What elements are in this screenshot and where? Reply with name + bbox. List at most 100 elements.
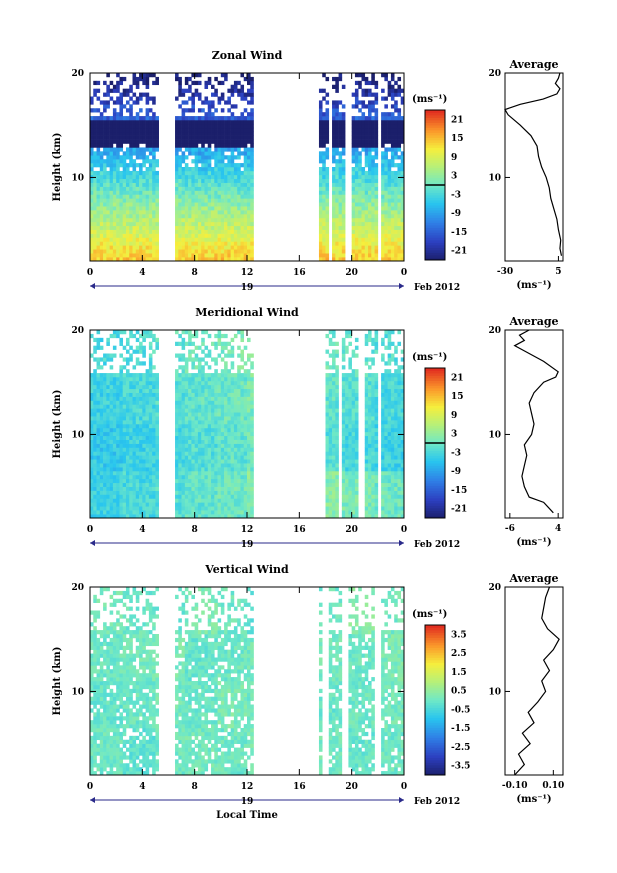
heatmap-cell <box>142 416 146 421</box>
heatmap-cell <box>204 237 209 242</box>
heatmap-cell <box>194 467 199 472</box>
heatmap-cell <box>338 257 343 262</box>
heatmap-cell <box>119 341 124 346</box>
heatmap-cell <box>224 482 228 487</box>
heatmap-cell <box>201 330 205 335</box>
profile-frame <box>504 72 564 262</box>
heatmap-cell <box>224 190 228 195</box>
heatmap-cell <box>374 190 379 195</box>
heatmap-cell <box>119 120 124 125</box>
heatmap-cell <box>135 416 140 421</box>
heatmap-cell <box>99 253 104 258</box>
heatmap-cell <box>207 408 212 413</box>
heatmap-cell <box>132 143 137 148</box>
heatmap-cell <box>328 396 333 401</box>
heatmap-cell <box>233 333 238 339</box>
heatmap-cell <box>354 233 359 238</box>
heatmap-cell <box>188 341 192 346</box>
heatmap-cell <box>243 474 248 480</box>
heatmap-cell <box>394 221 398 227</box>
x-tick-label: 12 <box>241 268 254 278</box>
heatmap-cell <box>227 88 231 93</box>
heatmap-cell <box>332 202 336 207</box>
heatmap-cell <box>109 400 114 405</box>
heatmap-cell <box>230 104 235 109</box>
heatmap-cell <box>368 221 372 227</box>
heatmap-cell <box>237 400 241 405</box>
heatmap-cell <box>227 502 231 507</box>
heatmap-cell <box>224 471 228 476</box>
heatmap-cell <box>129 330 133 335</box>
heatmap-cell <box>364 221 369 227</box>
heatmap-cell <box>99 431 104 437</box>
heatmap-cell <box>175 447 179 452</box>
heatmap-cell <box>188 380 192 386</box>
heatmap-cell <box>341 447 346 452</box>
heatmap-cell <box>145 217 150 223</box>
heatmap-cell <box>194 257 199 262</box>
heatmap-cell <box>230 373 235 378</box>
heatmap-cell <box>240 182 245 187</box>
heatmap-cell <box>335 167 339 172</box>
heatmap-cell <box>90 424 94 429</box>
heatmap-cell <box>188 357 192 362</box>
heatmap-cell <box>227 167 231 172</box>
heatmap-cell <box>184 163 189 168</box>
heatmap-cell <box>184 88 189 93</box>
heatmap-cell <box>194 206 199 211</box>
heatmap-cell <box>335 369 339 374</box>
heatmap-cell <box>240 194 245 199</box>
heatmap-cell <box>201 337 205 343</box>
heatmap-cell <box>90 471 94 476</box>
heatmap-cell <box>184 510 189 515</box>
heatmap-cell <box>152 427 156 433</box>
heatmap-cell <box>109 225 114 230</box>
heatmap-cell <box>99 459 104 464</box>
heatmap-cell <box>220 333 225 339</box>
heatmap-cell <box>125 202 130 207</box>
heatmap-cell <box>250 435 254 440</box>
heatmap-cell <box>227 467 231 472</box>
heatmap-cell <box>152 506 156 511</box>
heatmap-cell <box>227 380 231 386</box>
heatmap-cell <box>354 127 359 133</box>
heatmap-cell <box>152 135 156 140</box>
heatmap-cell <box>400 151 405 156</box>
heatmap-cell <box>397 225 402 230</box>
heatmap-cell <box>148 408 153 413</box>
heatmap-cell <box>181 506 186 511</box>
profile-y-tick-label: 20 <box>488 69 501 79</box>
heatmap-cell <box>122 116 127 121</box>
heatmap-cell <box>318 249 323 254</box>
heatmap-cell <box>204 170 209 176</box>
heatmap-cell <box>188 245 192 250</box>
heatmap-cell <box>394 214 398 219</box>
heatmap-cell <box>371 249 375 254</box>
heatmap-cell <box>247 123 251 129</box>
heatmap-cell <box>106 229 110 234</box>
heatmap-cell <box>99 217 104 223</box>
heatmap-cell <box>184 447 189 452</box>
heatmap-cell <box>122 214 127 219</box>
heatmap-cell <box>181 471 186 476</box>
heatmap-cell <box>364 127 369 133</box>
heatmap-cell <box>194 463 199 468</box>
heatmap-cell <box>322 194 326 199</box>
heatmap-cell <box>217 194 222 199</box>
heatmap-cell <box>142 163 146 168</box>
heatmap-cell <box>227 253 231 258</box>
heatmap-cell <box>191 424 195 429</box>
heatmap-cell <box>233 214 238 219</box>
heatmap-cell <box>175 229 179 234</box>
heatmap-cell <box>139 420 143 425</box>
heatmap-cell <box>345 478 349 484</box>
heatmap-cell <box>145 427 150 433</box>
heatmap-cell <box>247 225 251 230</box>
heatmap-cell <box>178 478 182 484</box>
heatmap-cell <box>335 182 339 187</box>
heatmap-cell <box>368 174 372 180</box>
colorbar-segment <box>425 225 445 228</box>
x-tick-label: 0 <box>401 268 407 278</box>
heatmap-cell <box>106 404 110 409</box>
heatmap-cell <box>129 400 133 405</box>
